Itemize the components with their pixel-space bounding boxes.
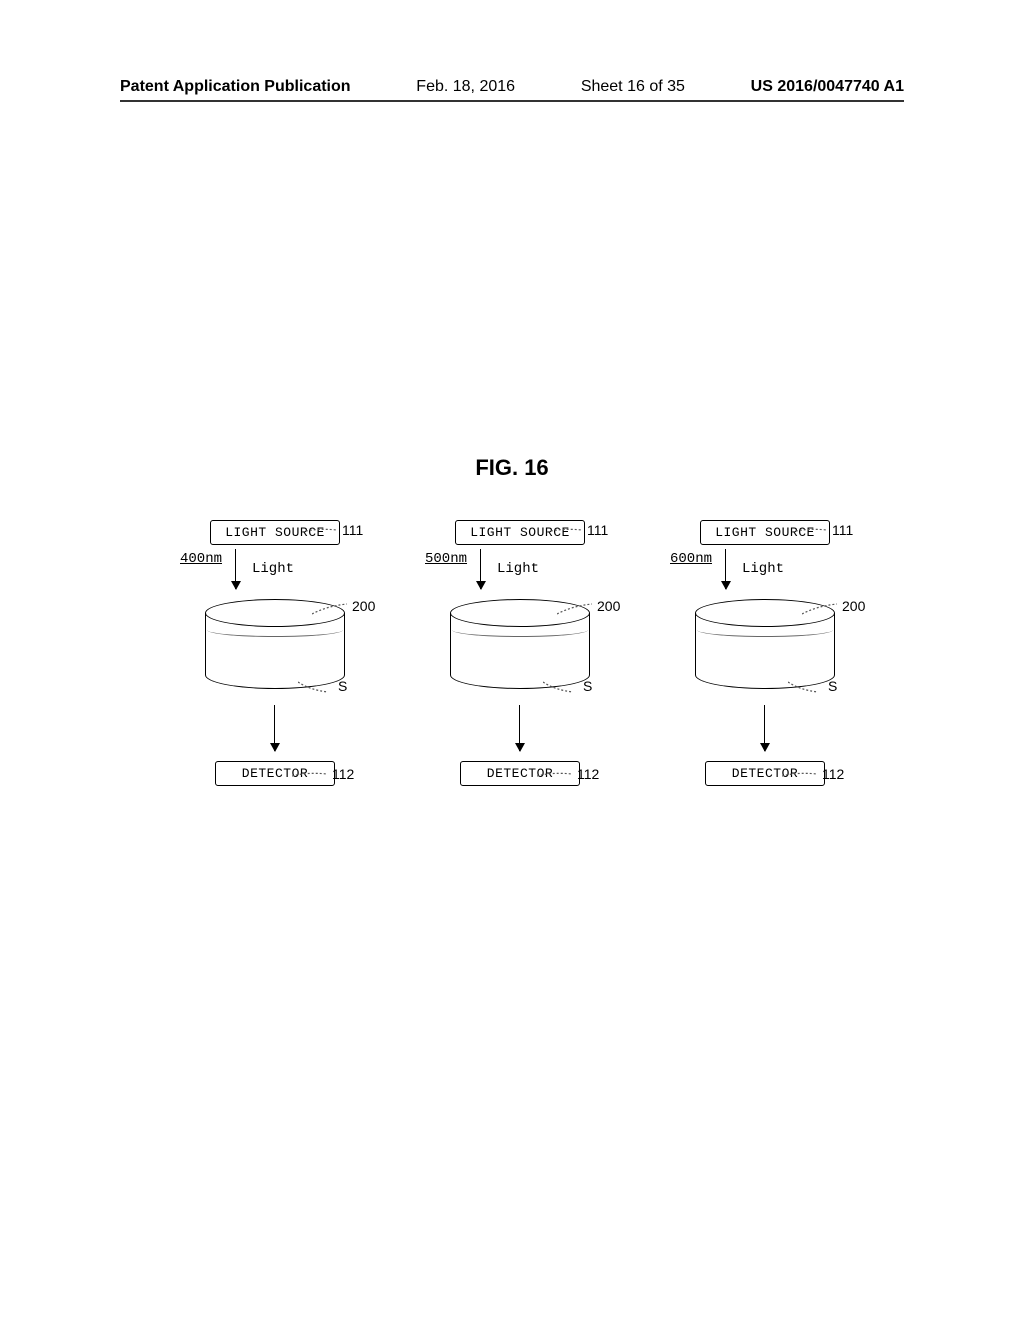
arrow-down-icon <box>764 705 766 751</box>
header-rule <box>120 100 904 102</box>
transmitted-light-path <box>660 705 870 761</box>
ref-111: 111 <box>547 520 617 544</box>
transmitted-light-path <box>415 705 625 761</box>
figure-diagram: LIGHT SOURCE400nmLightDETECTOR111200S112… <box>170 520 870 786</box>
measurement-column: LIGHT SOURCE400nmLightDETECTOR111200S112 <box>170 520 380 786</box>
light-path: 600nm Light <box>660 547 870 599</box>
ref-111: 111 <box>302 520 372 544</box>
transmitted-light-path <box>170 705 380 761</box>
ref-s: S <box>788 676 848 706</box>
wavelength-label: 500nm <box>425 551 467 567</box>
measurement-column: LIGHT SOURCE500nmLightDETECTOR111200S112 <box>415 520 625 786</box>
ref-112: 112 <box>782 764 852 788</box>
publication-label: Patent Application Publication <box>120 78 351 96</box>
figure-title: FIG. 16 <box>0 455 1024 481</box>
ref-200: 200 <box>802 596 872 626</box>
ref-200: 200 <box>312 596 382 626</box>
page-header: Patent Application Publication Feb. 18, … <box>120 78 904 96</box>
document-number: US 2016/0047740 A1 <box>751 78 904 96</box>
arrow-down-icon <box>274 705 276 751</box>
light-label: Light <box>742 561 784 577</box>
ref-111: 111 <box>792 520 862 544</box>
ref-s: S <box>298 676 358 706</box>
light-path: 500nm Light <box>415 547 625 599</box>
arrow-down-icon <box>480 549 482 589</box>
arrow-down-icon <box>235 549 237 589</box>
sheet-number: Sheet 16 of 35 <box>581 78 685 96</box>
light-label: Light <box>252 561 294 577</box>
wavelength-label: 400nm <box>180 551 222 567</box>
publication-date: Feb. 18, 2016 <box>416 78 515 96</box>
arrow-down-icon <box>519 705 521 751</box>
ref-s: S <box>543 676 603 706</box>
wavelength-label: 600nm <box>670 551 712 567</box>
ref-200: 200 <box>557 596 627 626</box>
light-label: Light <box>497 561 539 577</box>
light-path: 400nm Light <box>170 547 380 599</box>
ref-112: 112 <box>292 764 362 788</box>
measurement-column: LIGHT SOURCE600nmLightDETECTOR111200S112 <box>660 520 870 786</box>
ref-112: 112 <box>537 764 607 788</box>
arrow-down-icon <box>725 549 727 589</box>
